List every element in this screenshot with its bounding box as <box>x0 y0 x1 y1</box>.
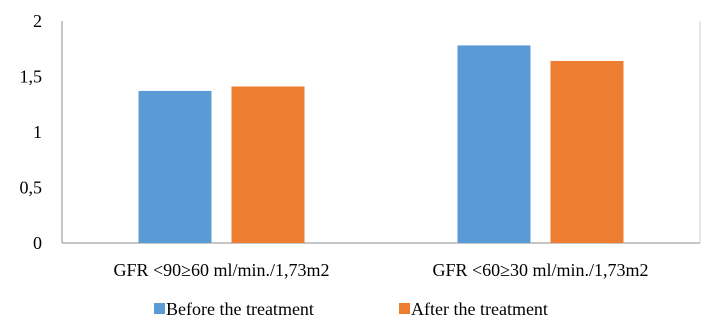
bar-before-2 <box>457 45 531 243</box>
y-tick-label: 0 <box>33 233 42 253</box>
y-tick-label: 0,5 <box>20 178 43 198</box>
legend-label-2: After the treatment <box>411 299 548 319</box>
y-tick-label: 1 <box>33 122 42 142</box>
x-category-label: GFR <60≥30 ml/min./1,73m2 <box>432 260 648 280</box>
legend-swatch-2 <box>399 303 410 314</box>
bar-before-1 <box>138 90 212 244</box>
x-category-label: GFR <90≥60 ml/min./1,73m2 <box>113 260 329 280</box>
bar-after-1 <box>231 86 305 244</box>
legend-swatch-1 <box>154 303 165 314</box>
bar-after-2 <box>550 60 624 244</box>
legend-label-1: Before the treatment <box>166 299 314 319</box>
y-tick-label: 2 <box>33 11 42 31</box>
y-tick-label: 1,5 <box>20 67 43 87</box>
